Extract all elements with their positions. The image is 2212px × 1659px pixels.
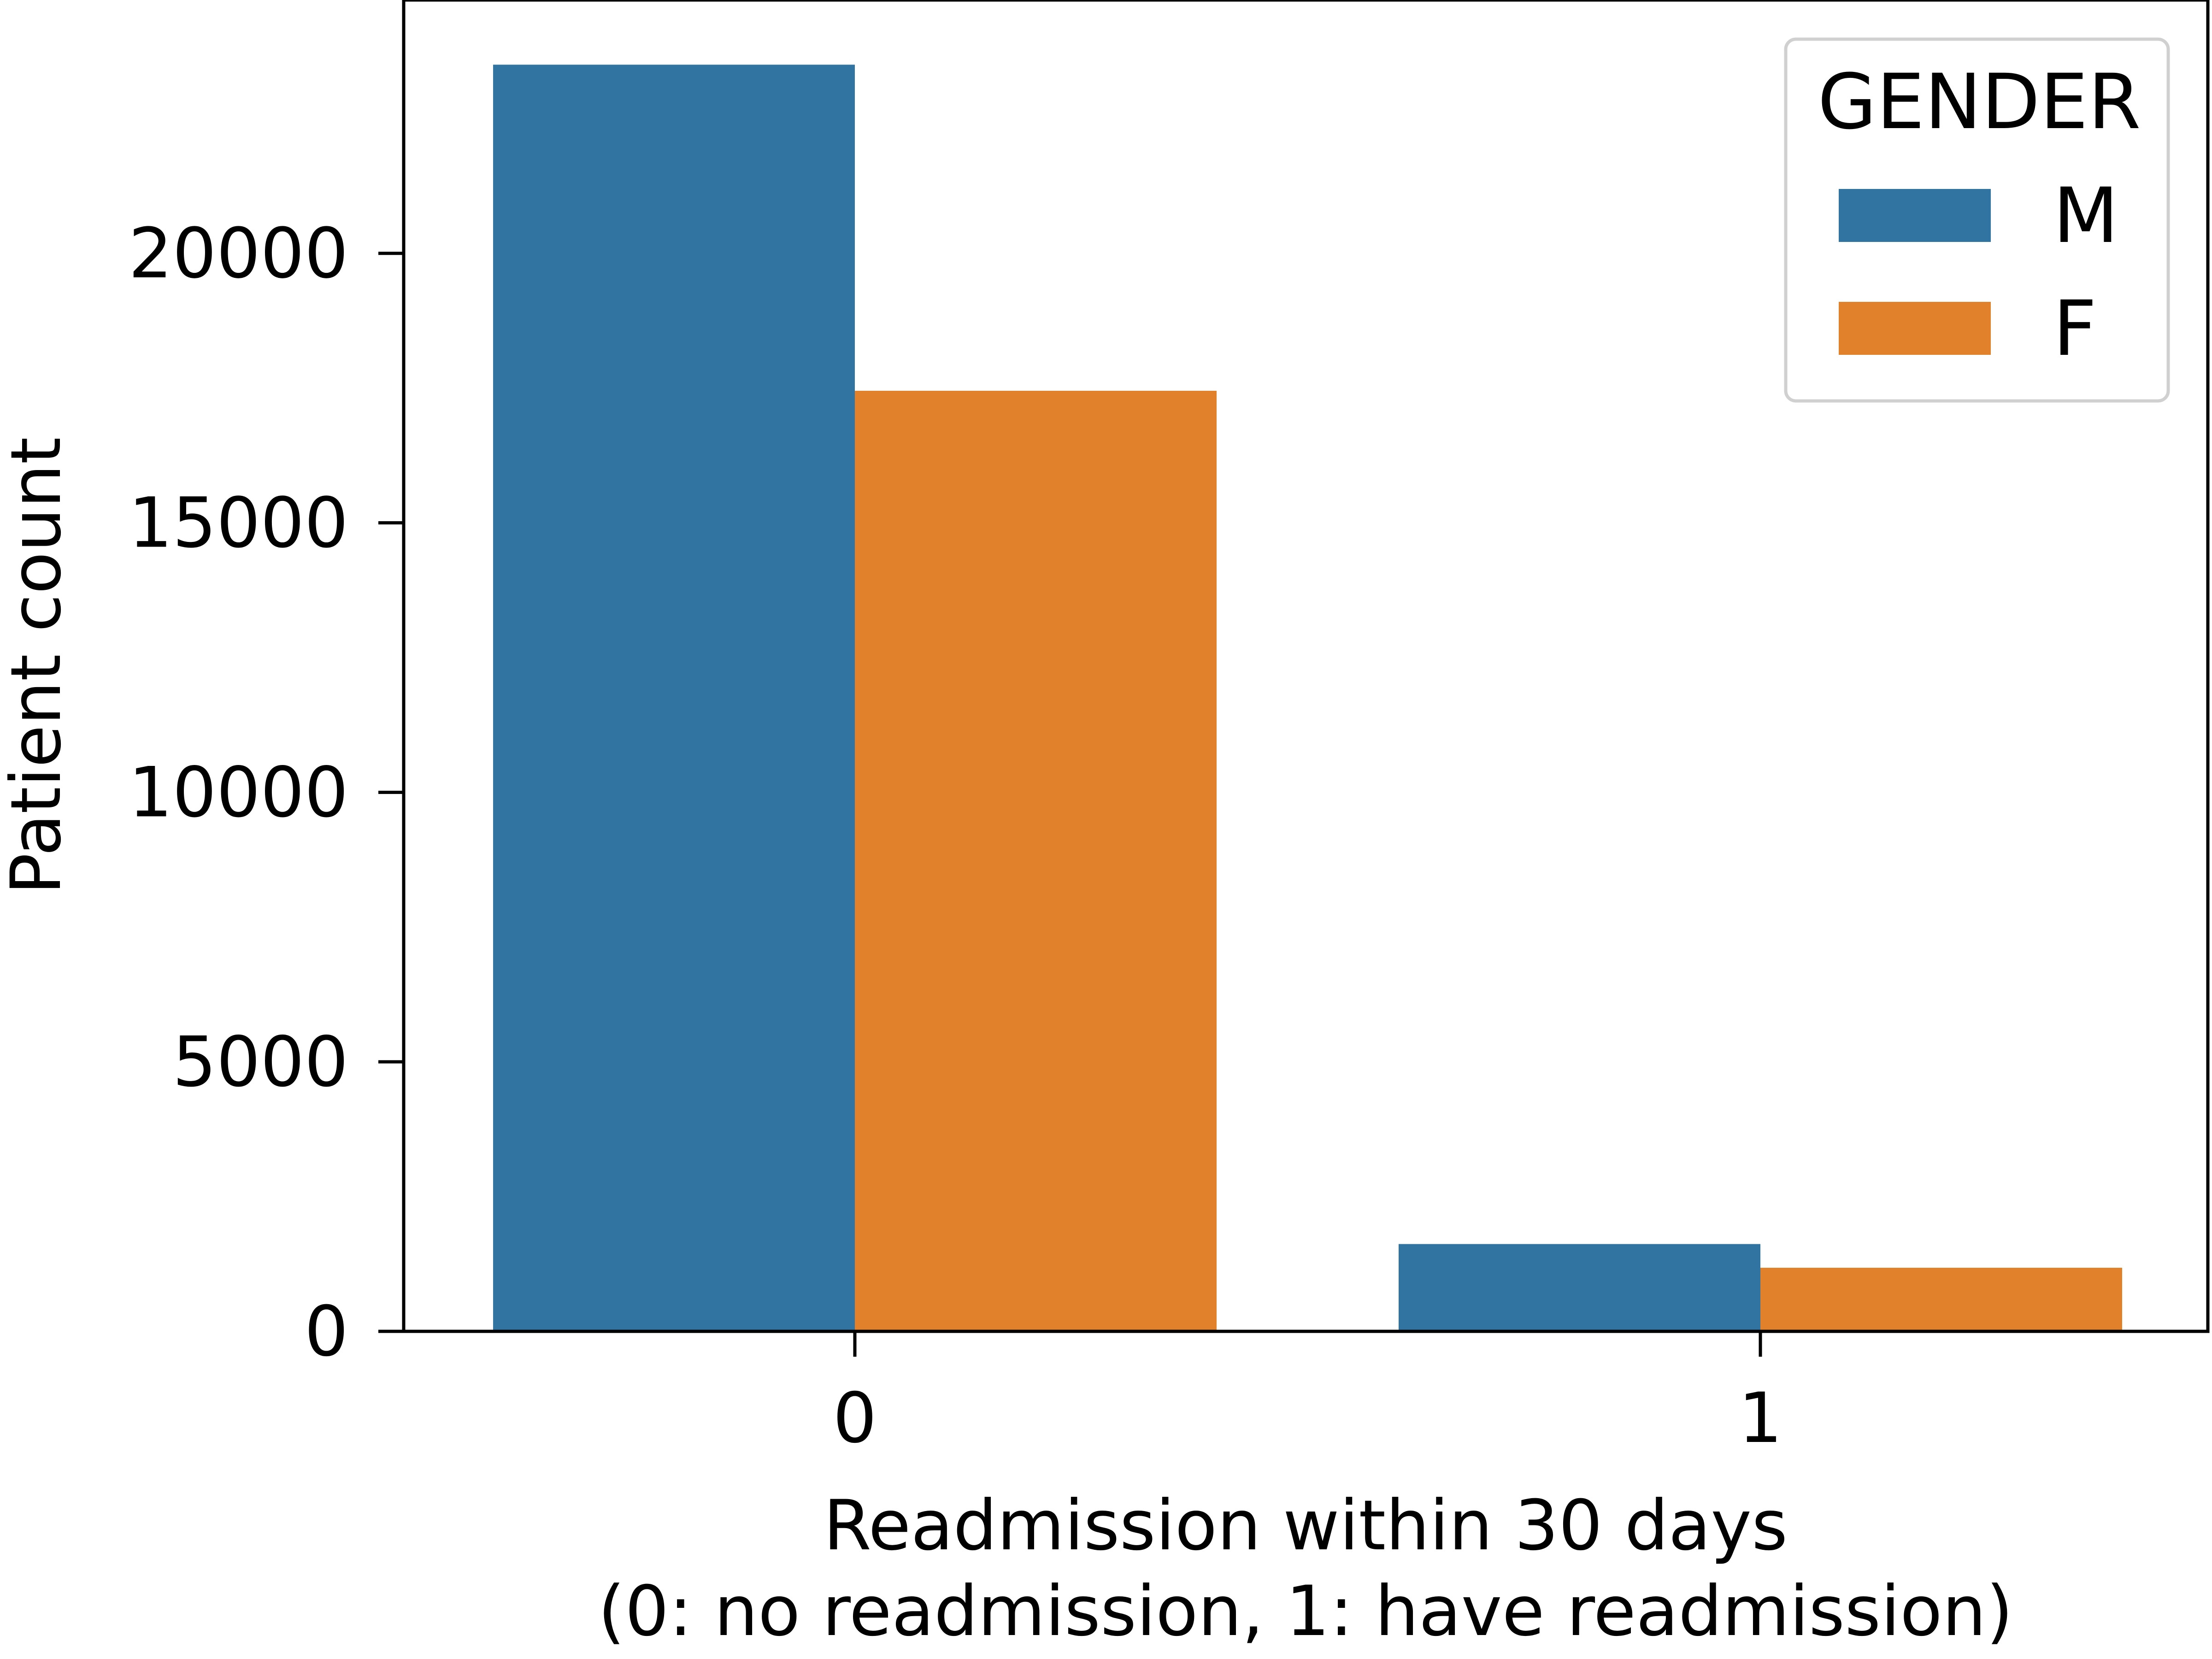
legend-swatch-f (1839, 302, 1991, 355)
legend-label-m: M (2053, 171, 2118, 260)
bar-m-cat-1 (1399, 1244, 1760, 1331)
x-tick-label: 0 (833, 1378, 877, 1459)
y-axis-ticks: 0 5000 10000 15000 20000 (129, 214, 404, 1372)
y-axis-label: Patient count (0, 437, 76, 894)
x-axis-label-line-1: Readmission within 30 days (824, 1486, 1788, 1566)
bar-f-cat-0 (855, 390, 1217, 1331)
legend: GENDER M F (1784, 37, 2170, 403)
x-axis-label-line-2: (0: no readmission, 1: have readmission) (598, 1571, 2013, 1652)
x-tick-label: 1 (1738, 1378, 1782, 1459)
y-tick-label: 5000 (172, 1022, 348, 1102)
y-tick-label: 10000 (129, 753, 348, 833)
y-tick-label: 15000 (129, 483, 348, 564)
legend-label-f: F (2053, 284, 2097, 373)
y-tick-label: 20000 (129, 214, 348, 294)
plot-frame (402, 0, 2210, 1333)
bar-m-cat-0 (493, 65, 855, 1332)
legend-title: GENDER (1818, 58, 2141, 146)
bar-f-cat-1 (1760, 1267, 2122, 1331)
legend-swatch-m (1839, 189, 1991, 242)
bars-group (493, 65, 2122, 1332)
y-tick-label: 0 (305, 1292, 348, 1372)
